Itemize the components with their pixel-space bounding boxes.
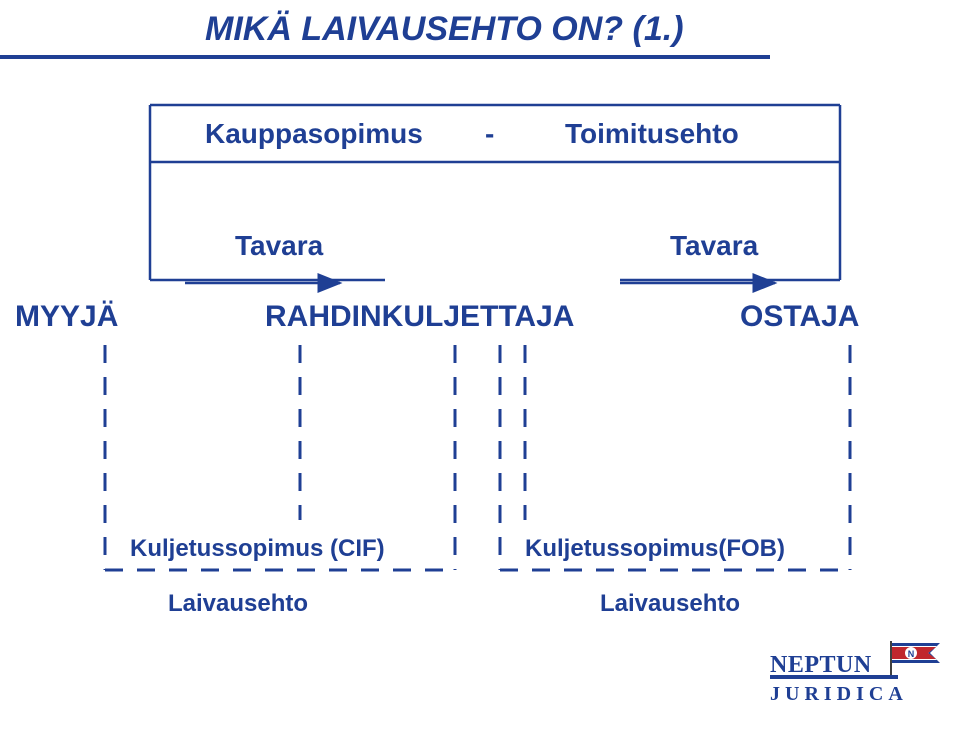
slide: MIKÄ LAIVAUSEHTO ON? (1.) Kauppasopimus … [0, 0, 960, 739]
logo-svg: N NEPTUN JURIDICA [770, 635, 950, 725]
logo-text-neptun: NEPTUN [770, 652, 872, 678]
diagram-svg [0, 0, 960, 739]
logo-text-juridica: JURIDICA [770, 683, 908, 705]
svg-text:N: N [908, 649, 915, 659]
flag-icon: N [890, 641, 940, 675]
